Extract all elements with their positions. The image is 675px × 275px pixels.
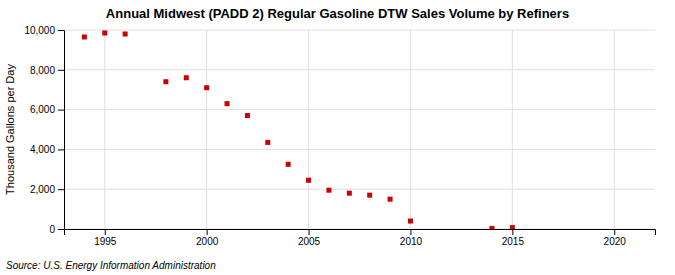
point xyxy=(225,101,230,106)
title: Annual Midwest (PADD 2) Regular Gasoline… xyxy=(106,6,569,21)
point xyxy=(306,178,311,183)
x-tick: 2020 xyxy=(604,229,627,247)
y-tick-mark xyxy=(58,30,64,31)
point xyxy=(408,219,413,224)
x-tick-mark xyxy=(614,229,615,235)
y-tick: 2,000 xyxy=(30,184,64,195)
point xyxy=(245,113,250,118)
point xyxy=(265,140,270,145)
point xyxy=(163,79,168,84)
x-tick-label: 2005 xyxy=(298,236,321,247)
y-tick: 6,000 xyxy=(30,104,64,115)
y-tick: 10,000 xyxy=(24,25,64,36)
y-tick-mark xyxy=(58,189,64,190)
grid-line-x xyxy=(308,30,309,229)
x-tick: 2000 xyxy=(196,229,219,247)
y-tick-label: 10,000 xyxy=(24,25,55,36)
point xyxy=(204,85,209,90)
x-tick-label: 2000 xyxy=(196,236,219,247)
y-axis: 0 2,000 4,000 6,000 8,000 10,000 xyxy=(24,25,64,235)
point xyxy=(347,191,352,196)
y-tick-label: 8,000 xyxy=(30,65,55,76)
axis-line xyxy=(58,31,65,230)
point xyxy=(123,31,128,36)
x-axis: 1995 2000 2005 2010 2015 2020 xyxy=(65,229,656,247)
x-tick: 2005 xyxy=(298,229,321,247)
grid-line-x xyxy=(410,30,411,229)
y-tick-label: 2,000 xyxy=(30,184,55,195)
point xyxy=(102,30,107,35)
x-tick-label: 1995 xyxy=(94,236,117,247)
annotation: Source: U.S. Energy Information Administ… xyxy=(6,260,216,271)
point xyxy=(326,188,331,193)
x-tick-mark xyxy=(207,229,208,235)
x-tick-label: 2015 xyxy=(502,236,525,247)
grid-line-y xyxy=(64,149,655,150)
grid-line-x xyxy=(512,30,513,229)
x-tick: 2010 xyxy=(400,229,423,247)
y-tick-mark xyxy=(58,229,64,230)
point xyxy=(388,197,393,202)
y-tick-mark xyxy=(58,70,64,71)
grid xyxy=(64,30,655,229)
point xyxy=(489,226,494,229)
x-tick: 2015 xyxy=(502,229,525,247)
y-tick-mark xyxy=(58,110,64,111)
x-tick-mark xyxy=(410,229,411,235)
grid-line-y xyxy=(64,69,655,70)
points xyxy=(82,30,515,229)
x-tick: 1995 xyxy=(94,229,117,247)
point xyxy=(184,75,189,80)
grid-line-y xyxy=(64,189,655,190)
y-tick-label: 4,000 xyxy=(30,144,55,155)
point xyxy=(286,162,291,167)
grid-line-y xyxy=(64,30,655,31)
y-axis-title: Thousand Gallons per Day xyxy=(4,64,16,195)
grid-line-x xyxy=(104,30,105,229)
y-tick: 0 xyxy=(49,224,64,235)
point xyxy=(82,34,87,39)
axis-line xyxy=(65,230,656,236)
x-tick-label: 2010 xyxy=(400,236,423,247)
point xyxy=(510,225,515,229)
point xyxy=(367,193,372,198)
y-tick: 8,000 xyxy=(30,65,64,76)
x-tick-label: 2020 xyxy=(604,236,627,247)
y-tick: 4,000 xyxy=(30,144,64,155)
x-tick-mark xyxy=(309,229,310,235)
y-tick-label: 0 xyxy=(49,224,55,235)
grid-line-x xyxy=(206,30,207,229)
grid-line-y xyxy=(64,109,655,110)
y-tick-mark xyxy=(58,149,64,150)
grid-line-x xyxy=(614,30,615,229)
x-tick-mark xyxy=(512,229,513,235)
chart: 1995 2000 2005 2010 2015 2020 0 2,000 4,000 6,000… xyxy=(0,0,675,275)
y-tick-label: 6,000 xyxy=(30,104,55,115)
x-tick-mark xyxy=(105,229,106,235)
